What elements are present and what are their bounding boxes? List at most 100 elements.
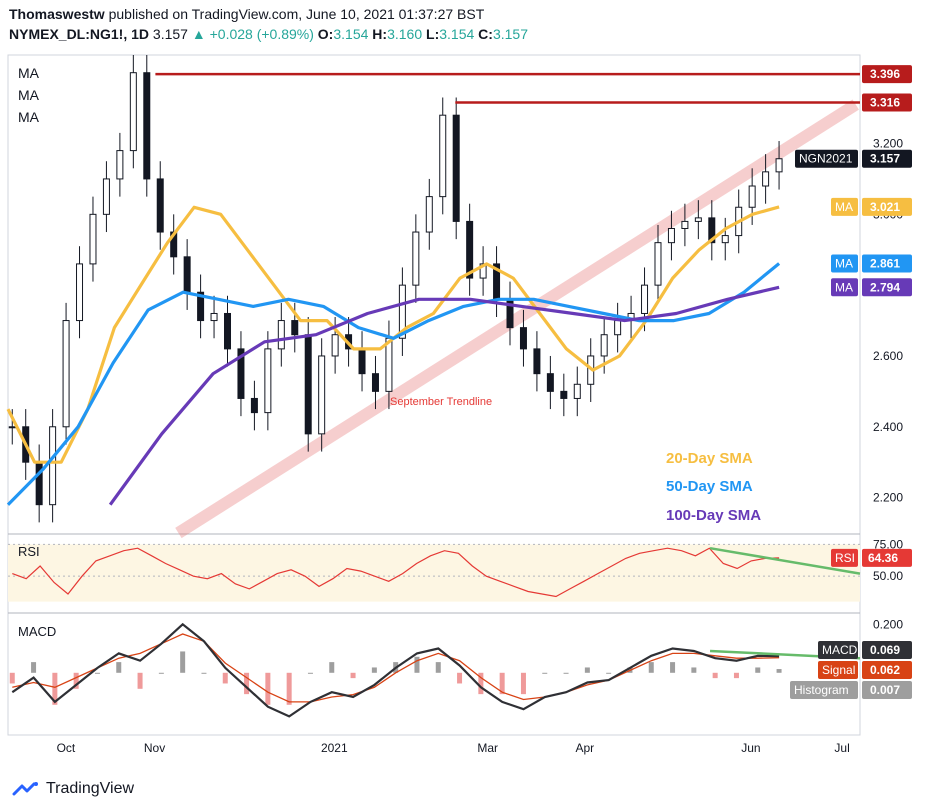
macd-badge-value-bg: [862, 641, 912, 659]
macd-histogram-bar: [648, 662, 654, 673]
tradingview-footer: TradingView: [12, 780, 134, 798]
ohlc-values: O:3.154 H:3.160 L:3.154 C:3.157: [317, 26, 528, 42]
ma-legend-item: MA: [18, 109, 40, 125]
tradingview-brand[interactable]: TradingView: [46, 780, 135, 797]
candle-body: [385, 337, 393, 392]
price-axis-tick: 2.400: [873, 420, 903, 434]
signal-badge-label: Signal: [822, 663, 855, 677]
publisher-line: Thomaswestw published on TradingView.com…: [9, 6, 484, 22]
candle-body: [466, 220, 474, 279]
symbol-name[interactable]: NYMEX_DL:NG1!, 1D: [9, 26, 150, 42]
time-axis-tick: Jul: [834, 741, 849, 755]
candle-body: [654, 242, 662, 286]
macd-histogram-bar: [371, 667, 377, 673]
sma-20-badge-label: MA: [835, 200, 853, 214]
macd-histogram-bar: [691, 667, 697, 673]
sma-100-annotation: 100-Day SMA: [666, 507, 761, 524]
sma-50-badge-value-bg: [862, 254, 912, 273]
up-arrow-icon: ▲: [191, 26, 206, 42]
candle-body: [129, 72, 137, 152]
time-axis-tick: Oct: [57, 741, 76, 755]
signal-badge-value-bg: [862, 661, 912, 679]
price-axis-tick: 2.600: [873, 349, 903, 363]
rsi-badge-value-bg: [862, 548, 912, 567]
macd-histogram-bar: [350, 672, 356, 679]
macd-badge-label-bg: [818, 641, 858, 659]
candle-body: [264, 348, 272, 414]
macd-histogram-bar: [180, 651, 186, 673]
rsi-divergence-line: [709, 546, 861, 575]
published-text: published on TradingView.com, June 10, 2…: [108, 6, 485, 22]
price-axis-tick: 3.200: [873, 137, 903, 151]
macd-histogram-bar: [52, 672, 58, 705]
candle-body: [708, 217, 716, 244]
rsi-axis-tick: 50.00: [873, 569, 903, 583]
histogram-badge-label-bg: [790, 681, 858, 699]
histogram-badge-value: 0.007: [870, 683, 900, 697]
candle-body: [35, 461, 43, 506]
candle-body: [277, 320, 285, 350]
candle-body: [371, 373, 379, 392]
signal-badge-label-bg: [818, 661, 858, 679]
macd-histogram-bar: [478, 672, 484, 695]
macd-histogram-bar: [73, 672, 79, 689]
macd-histogram-bar: [286, 672, 292, 705]
macd-histogram-bar: [457, 672, 463, 684]
sma-100-badge-value-bg: [862, 278, 912, 297]
ma-legend-item: MA: [18, 87, 40, 103]
sma-50-badge-label-bg: [831, 254, 858, 273]
macd-histogram-bar: [116, 662, 122, 673]
macd-histogram-bar: [222, 672, 228, 684]
candle-body: [143, 72, 151, 180]
last-price: 3.157: [152, 26, 188, 42]
last-price-badge-label: NGN2021: [799, 152, 853, 166]
rsi-title: RSI: [18, 544, 40, 559]
candle-body: [519, 327, 527, 350]
macd-histogram-bar: [755, 667, 761, 673]
candle-body: [721, 235, 729, 244]
macd-histogram-bar: [137, 672, 143, 689]
price-change: +0.028 (+0.89%): [209, 26, 314, 42]
sma-100-badge-label-bg: [831, 278, 858, 297]
candle-body: [183, 256, 191, 293]
macd-badge-label: MACD: [822, 643, 858, 657]
candle-body: [318, 355, 326, 435]
sma-20-annotation: 20-Day SMA: [666, 450, 753, 467]
candle-body: [762, 171, 770, 187]
candle-body: [614, 320, 622, 336]
time-axis-tick: Nov: [144, 741, 165, 755]
rsi-line: [12, 547, 780, 598]
macd-histogram-bar: [670, 662, 676, 673]
macd-axis-tick: 0.200: [873, 617, 903, 631]
rsi-badge-label-bg: [831, 548, 858, 567]
tradingview-logo-icon: [12, 782, 38, 796]
candle-body: [748, 185, 756, 208]
author-name[interactable]: Thomaswestw: [9, 6, 105, 22]
macd-line: [11, 622, 780, 718]
time-axis-tick: Mar: [477, 741, 498, 755]
time-axis-tick: 2021: [321, 741, 348, 755]
macd-histogram-bar: [712, 672, 718, 679]
macd-histogram-bar: [158, 672, 164, 674]
low-value: 3.154: [439, 26, 475, 42]
macd-histogram-bar: [201, 672, 207, 674]
last-price-badge-value-bg: [862, 149, 912, 168]
candle-body: [425, 196, 433, 233]
sma-50-line: [6, 262, 781, 506]
macd-histogram-bar: [435, 662, 441, 673]
rsi-badge-label: RSI: [835, 551, 855, 565]
sma-20-badge-value-bg: [862, 197, 912, 216]
candle-body: [224, 312, 232, 350]
candle-body: [76, 263, 84, 322]
macd-histogram-bar: [9, 672, 15, 684]
histogram-badge-label: Histogram: [794, 683, 849, 697]
candle-body: [304, 334, 312, 435]
candle-body: [237, 348, 245, 399]
candle-body: [452, 114, 460, 222]
candle-body: [156, 178, 164, 233]
macd-histogram-bar: [606, 672, 612, 674]
macd-histogram-bar: [94, 672, 100, 674]
histogram-badge-value-bg: [862, 681, 912, 699]
candle-body: [600, 334, 608, 357]
